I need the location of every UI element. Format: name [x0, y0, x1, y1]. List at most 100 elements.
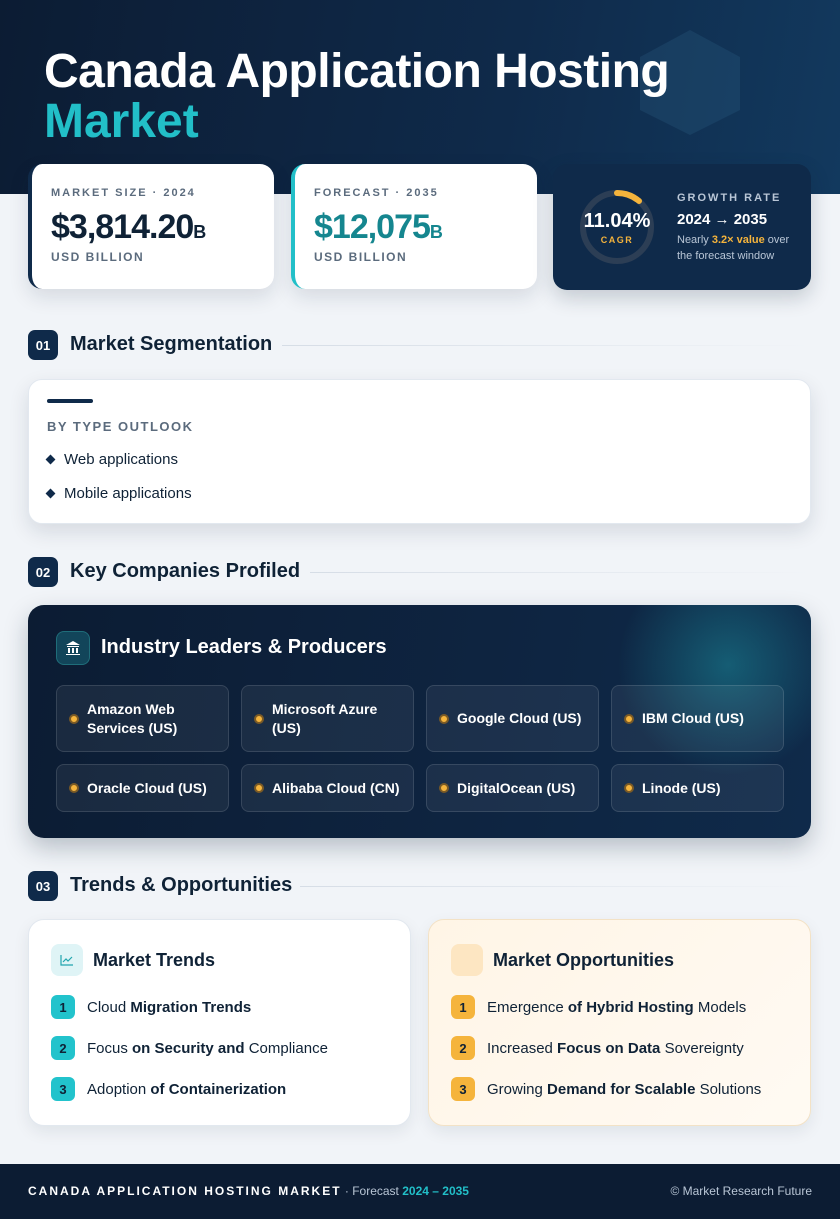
item-part: Compliance: [244, 1039, 328, 1057]
company-name: Oracle Cloud (US): [87, 779, 207, 796]
item-number: 3: [451, 1077, 475, 1101]
item-part: Increased: [487, 1039, 558, 1057]
item-text: Adoption of Containerization: [87, 1081, 286, 1098]
item-text: Emergence of Hybrid Hosting Models: [487, 999, 746, 1016]
item-part: of Containerization: [150, 1080, 287, 1098]
stat-unit: USD BILLION: [51, 250, 145, 264]
note-text: over the forecast window: [677, 234, 793, 262]
title: Canada Application Hosting: [44, 45, 670, 98]
stat-label: FORECAST · 2035: [314, 187, 439, 199]
item-part: Emergence: [487, 998, 568, 1016]
item-part: Migration Trends: [130, 998, 252, 1016]
item-part: Demand for Scalable: [547, 1080, 696, 1098]
item-part: of Hybrid Hosting: [567, 998, 694, 1016]
list-item: 1 Cloud Migration Trends: [51, 995, 251, 1019]
footer-text: · Forecast: [341, 1184, 403, 1198]
item-part: Cloud: [87, 998, 131, 1016]
item-number: 1: [451, 995, 475, 1019]
footer: CANADA APPLICATION HOSTING MARKET · Fore…: [0, 1164, 840, 1219]
growth-note: Nearly 3.2× value over the forecast wind…: [677, 232, 801, 264]
company-name: Alibaba Cloud (CN): [272, 779, 400, 796]
stat-value-wrap: $12,075B: [314, 208, 443, 247]
opportunities-card: Market Opportunities 1 Emergence of Hybri…: [428, 919, 811, 1126]
section-rule: [310, 572, 811, 573]
company-chip: Alibaba Cloud (CN): [241, 764, 414, 812]
company-name: Microsoft Azure (US): [272, 700, 378, 736]
footer-range: 2024 – 2035: [402, 1184, 469, 1198]
chip-dot: [624, 783, 634, 793]
item-part: Solutions: [695, 1080, 762, 1098]
item-part: Sovereignty: [660, 1039, 744, 1057]
growth-card: 11.04% CAGR GROWTH RATE 2024 → 2035 Near…: [553, 164, 811, 290]
section-number: 03: [28, 871, 58, 901]
item-text: Web applications: [64, 451, 178, 468]
list-item: 2 Increased Focus on Data Sovereignty: [451, 1036, 744, 1060]
item-number: 2: [451, 1036, 475, 1060]
section-rule: [282, 345, 811, 346]
cagr-value: 11.04%: [583, 210, 651, 232]
list-item: 3 Growing Demand for Scalable Solutions: [451, 1077, 761, 1101]
note-highlight: 3.2× value: [711, 234, 765, 246]
item-number: 2: [51, 1036, 75, 1060]
company-chip: DigitalOcean (US): [426, 764, 599, 812]
chip-dot: [69, 713, 79, 724]
company-chip: Google Cloud (US): [426, 685, 599, 752]
section-rule: [300, 886, 811, 887]
footer-left: CANADA APPLICATION HOSTING MARKET · Fore…: [28, 1184, 469, 1198]
item-number: 1: [51, 995, 75, 1019]
chip-dot: [254, 713, 264, 724]
stat-value: $12,075: [314, 208, 431, 246]
company-chip: Linode (US): [611, 764, 784, 812]
stat-card: MARKET SIZE · 2024 $3,814.20B USD BILLIO…: [28, 164, 274, 289]
section-title: Trends & Opportunities: [70, 874, 293, 896]
item-part: Growing: [487, 1080, 548, 1098]
chip-dot: [624, 713, 634, 724]
company-name: Linode (US): [642, 779, 721, 796]
item-part: on Security and: [132, 1039, 245, 1057]
company-chip: Amazon Web Services (US): [56, 685, 229, 752]
footer-title: CANADA APPLICATION HOSTING MARKET: [28, 1184, 342, 1198]
cagr-ring: [580, 189, 654, 264]
footer-credit: © Market Research Future: [670, 1184, 812, 1198]
company-name: DigitalOcean (US): [457, 779, 576, 796]
accent-bar: [47, 399, 93, 403]
section-title: Key Companies Profiled: [70, 560, 301, 582]
segment-card: BY TYPE OUTLOOK Web applications Mobile …: [28, 379, 811, 524]
hex-decoration: [640, 30, 740, 135]
item-number: 3: [51, 1077, 75, 1101]
segment-subtitle: BY TYPE OUTLOOK: [47, 419, 194, 434]
growth-range: 2024 → 2035: [677, 211, 768, 228]
card-title: Market Trends: [93, 950, 216, 970]
chip-dot: [439, 713, 449, 724]
item-part: Models: [693, 998, 747, 1016]
company-name: Google Cloud (US): [457, 710, 582, 726]
stat-unit: USD BILLION: [314, 250, 408, 264]
segment-item: Web applications: [45, 451, 178, 468]
item-text: Cloud Migration Trends: [87, 999, 251, 1016]
item-text: Mobile applications: [64, 485, 192, 502]
header-band: [0, 0, 840, 194]
trend-icon: [51, 944, 83, 976]
item-text: Increased Focus on Data Sovereignty: [487, 1040, 744, 1057]
section-number: 02: [28, 557, 58, 587]
opportunity-icon: [451, 944, 483, 976]
panel-title: Industry Leaders & Producers: [101, 636, 387, 658]
list-item: 3 Adoption of Containerization: [51, 1077, 286, 1101]
chip-dot: [69, 783, 79, 793]
cagr-label: CAGR: [600, 235, 634, 245]
item-part: Focus on Data: [557, 1039, 661, 1057]
card-title: Market Opportunities: [493, 950, 675, 970]
title-highlight: Market: [44, 95, 199, 148]
chip-dot: [439, 783, 449, 793]
chip-dot: [254, 783, 264, 793]
company-chip: Oracle Cloud (US): [56, 764, 229, 812]
note-text: Nearly: [677, 234, 712, 246]
section-number: 01: [28, 330, 58, 360]
stat-value-wrap: $3,814.20B: [51, 208, 206, 247]
item-part: Focus: [87, 1039, 133, 1057]
stat-label: MARKET SIZE · 2024: [51, 187, 196, 199]
stat-value: $3,814.20: [51, 208, 194, 246]
growth-label: GROWTH RATE: [677, 192, 782, 204]
company-chip: Microsoft Azure (US): [241, 685, 414, 752]
